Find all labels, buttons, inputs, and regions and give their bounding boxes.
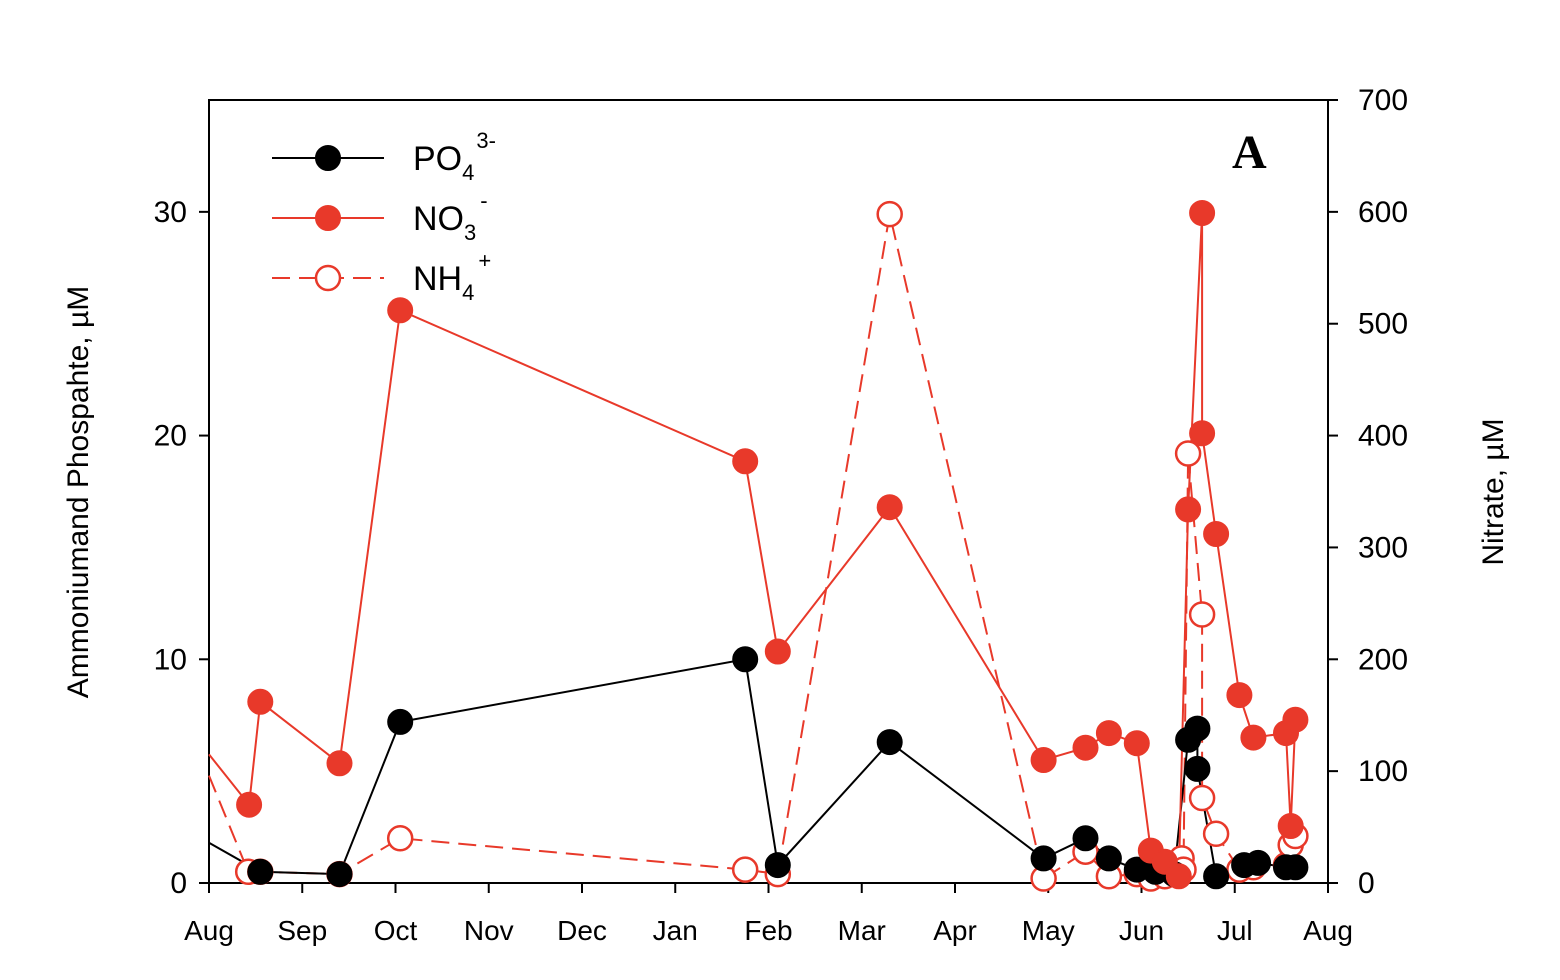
x-tick-label: Apr — [933, 915, 977, 946]
right-y-tick-label: 100 — [1358, 755, 1408, 788]
legend-item-phosphate: PO43- — [272, 128, 496, 185]
data-point-ammonium — [1202, 820, 1230, 848]
data-point-nitrate — [1189, 200, 1216, 226]
data-point-ammonium — [731, 856, 759, 883]
x-tick-label: Aug — [1303, 915, 1353, 946]
data-point-phosphate — [387, 708, 414, 735]
data-point-nitrate — [1165, 863, 1192, 890]
left-y-tick-label: 30 — [154, 196, 187, 229]
data-point-nitrate — [764, 638, 791, 665]
data-point-nitrate — [1277, 813, 1304, 839]
right-y-tick-label: 300 — [1358, 531, 1408, 564]
data-point-phosphate — [326, 861, 353, 888]
data-point-nitrate — [1240, 724, 1267, 751]
right-y-tick-label: 600 — [1358, 196, 1408, 229]
legend-label-ammonium: NH4+ — [413, 248, 491, 305]
left-y-tick-label: 20 — [154, 420, 187, 453]
legend-phosphate-base: PO — [413, 140, 462, 178]
legend-item-nitrate: NO3- — [272, 188, 488, 245]
data-point-nitrate — [876, 494, 903, 521]
legend-ammonium-sub: 4 — [462, 280, 474, 305]
right-y-tick-label: 700 — [1358, 84, 1408, 117]
data-point-phosphate — [1245, 849, 1272, 876]
legend: PO43- NO3- NH4+ — [272, 128, 496, 305]
legend-phosphate-sup: 3- — [476, 128, 496, 153]
x-tick-label: Jun — [1119, 915, 1164, 946]
data-point-phosphate — [1095, 845, 1122, 872]
legend-label-nitrate: NO3- — [413, 188, 488, 245]
left-y-tick-label: 0 — [170, 867, 187, 900]
data-point-phosphate — [247, 858, 274, 885]
data-point-nitrate — [732, 448, 759, 475]
x-tick-label: Feb — [744, 915, 792, 946]
data-point-phosphate — [764, 852, 791, 879]
data-point-nitrate — [1282, 706, 1309, 733]
data-point-nitrate — [236, 791, 263, 818]
right-y-tick-label: 200 — [1358, 643, 1408, 676]
legend-ammonium-sup: + — [478, 248, 491, 273]
data-point-phosphate — [876, 729, 903, 756]
legend-marker-ammonium — [314, 264, 342, 292]
x-tick-label: Dec — [557, 915, 607, 946]
data-point-phosphate — [732, 646, 759, 673]
legend-item-ammonium: NH4+ — [272, 248, 491, 305]
x-tick-label: Jan — [653, 915, 698, 946]
axis-ticks — [199, 99, 1338, 893]
legend-marker-nitrate — [315, 205, 341, 231]
panel-label: A — [1232, 126, 1267, 179]
series-line-phosphate — [208, 658, 1296, 878]
data-point-nitrate — [247, 688, 274, 715]
data-point-ammonium — [1188, 784, 1216, 812]
data-point-nitrate — [1189, 420, 1216, 447]
x-tick-label: Jul — [1217, 915, 1253, 946]
data-point-phosphate — [1030, 845, 1057, 872]
x-tick-label: Sep — [277, 915, 327, 946]
left-y-tick-label: 10 — [154, 643, 187, 676]
data-point-nitrate — [1226, 682, 1253, 709]
data-point-phosphate — [1203, 863, 1230, 890]
data-point-phosphate — [1184, 715, 1211, 742]
data-point-phosphate — [1072, 825, 1099, 852]
data-point-ammonium — [386, 825, 414, 852]
data-point-phosphate — [1184, 755, 1211, 782]
data-point-nitrate — [1203, 521, 1230, 547]
data-point-nitrate — [1175, 496, 1202, 523]
left-axis-title: Ammoniumand Phospahte, µM — [62, 286, 95, 699]
x-tick-label: May — [1022, 915, 1075, 946]
data-point-nitrate — [1072, 734, 1099, 761]
right-y-tick-label: 0 — [1358, 867, 1375, 900]
series-line-nitrate — [208, 212, 1297, 879]
series-layer — [208, 200, 1309, 892]
series-line-ammonium — [208, 213, 1297, 881]
data-point-nitrate — [326, 750, 353, 777]
legend-label-phosphate: PO43- — [413, 128, 496, 185]
data-point-ammonium — [1174, 440, 1202, 467]
legend-phosphate-sub: 4 — [462, 160, 474, 185]
legend-nitrate-sup: - — [480, 188, 487, 213]
legend-marker-phosphate — [315, 145, 341, 171]
data-point-ammonium — [876, 200, 903, 228]
x-tick-label: Nov — [464, 915, 514, 946]
right-y-tick-label: 500 — [1358, 308, 1408, 341]
data-point-nitrate — [387, 297, 414, 324]
data-point-phosphate — [1282, 854, 1309, 881]
tick-labels: Aug Sep Oct Nov Dec Jan Feb Mar Apr May Jun Jul Aug0… — [154, 84, 1408, 946]
data-point-nitrate — [1095, 720, 1122, 747]
legend-nitrate-base: NO — [413, 200, 464, 238]
x-tick-label: Oct — [374, 915, 418, 946]
x-tick-label: Mar — [838, 915, 886, 946]
data-point-ammonium — [1188, 601, 1216, 628]
right-axis-title: Nitrate, µM — [1477, 418, 1510, 565]
legend-ammonium-base: NH — [413, 260, 462, 298]
data-point-nitrate — [1123, 730, 1150, 757]
right-y-tick-label: 400 — [1358, 420, 1408, 453]
x-tick-label: Aug — [184, 915, 234, 946]
legend-nitrate-sub: 3 — [464, 220, 476, 245]
data-point-nitrate — [1030, 747, 1057, 773]
